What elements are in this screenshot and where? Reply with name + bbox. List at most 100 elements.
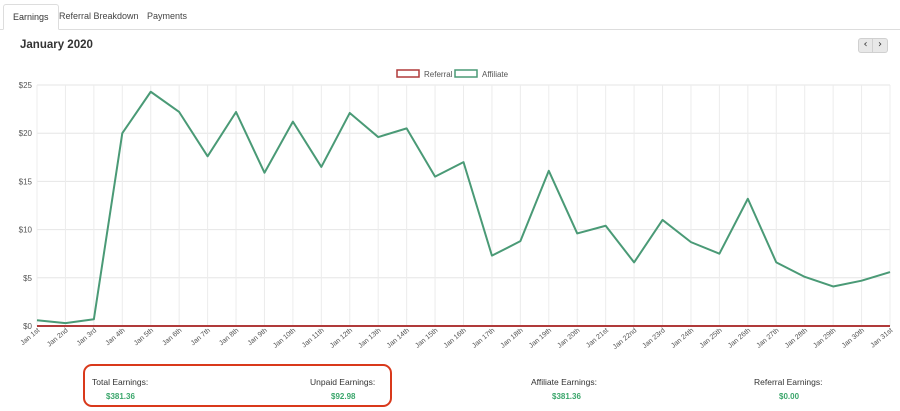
x-tick-label: Jan 5th [133,327,155,347]
previous-month-button[interactable]: ‹ [858,38,873,53]
data-point-affiliate [377,136,379,138]
data-point-referral [519,325,521,327]
data-point-referral [548,325,550,327]
x-tick-label: Jan 14th [386,327,411,350]
y-tick-label: $20 [19,129,33,138]
affiliate-earnings-value: $381.36 [552,392,581,401]
data-point-affiliate [832,285,834,287]
legend-swatch-referral [396,69,420,78]
x-tick-label: Jan 4th [104,327,126,347]
x-tick-label: Jan 9th [247,327,269,347]
data-point-referral [292,325,294,327]
y-tick-label: $10 [19,226,33,235]
data-point-referral [64,325,66,327]
x-tick-label: Jan 21st [585,327,610,349]
x-tick-label: Jan 17th [471,327,496,350]
data-point-affiliate [889,271,891,273]
x-tick-label: Jan 13th [357,327,382,350]
x-tick-label: Jan 12th [329,327,354,350]
data-point-affiliate [690,241,692,243]
chevron-left-icon: ‹ [863,39,868,50]
x-tick-label: Jan 18th [500,327,525,350]
x-tick-label: Jan 2nd [46,327,70,348]
data-point-referral [235,325,237,327]
tab-payments[interactable]: Payments [147,11,188,21]
data-point-referral [747,325,749,327]
x-tick-label: Jan 25th [699,327,724,350]
next-month-button[interactable]: › [873,38,888,53]
data-point-affiliate [491,254,493,256]
data-point-affiliate [718,253,720,255]
x-tick-label: Jan 19th [528,327,553,350]
x-tick-label: Jan 30th [841,327,866,350]
data-point-affiliate [775,261,777,263]
data-point-affiliate [235,111,237,113]
data-point-affiliate [64,322,66,324]
data-point-affiliate [263,172,265,174]
data-point-referral [889,325,891,327]
tab-referral-breakdown[interactable]: Referral Breakdown [59,11,139,21]
unpaid-earnings-label: Unpaid Earnings: [310,377,376,387]
data-point-referral [690,325,692,327]
month-navigation: ‹ › [858,38,888,53]
data-point-affiliate [747,198,749,200]
data-point-affiliate [576,232,578,234]
tab-earnings[interactable]: Earnings [3,4,59,30]
data-point-affiliate [604,225,606,227]
data-point-affiliate [121,132,123,134]
chevron-right-icon: › [878,39,882,50]
y-tick-label: $25 [19,81,33,90]
x-tick-label: Jan 22nd [612,327,639,351]
tab-bar: Earnings Referral Breakdown Payments [0,0,900,30]
x-tick-label: Jan 10th [272,327,297,350]
y-tick-label: $5 [23,274,32,283]
data-point-affiliate [36,319,38,321]
x-tick-label: Jan 11th [301,327,326,349]
x-tick-label: Jan 20th [556,327,581,350]
data-point-referral [604,325,606,327]
data-point-affiliate [661,219,663,221]
referral-earnings-value: $0.00 [779,392,800,401]
data-point-affiliate [548,170,550,172]
total-earnings-label: Total Earnings: [92,377,149,387]
data-point-referral [93,325,95,327]
legend-swatch-affiliate [454,69,478,78]
x-tick-label: Jan 7th [190,327,212,347]
series-line-affiliate [36,90,891,325]
data-point-affiliate [206,155,208,157]
data-point-referral [661,325,663,327]
x-tick-label: Jan 31st [870,327,895,349]
x-tick-label: Jan 15th [414,327,439,350]
data-point-affiliate [320,166,322,168]
x-tick-label: Jan 16th [443,327,468,350]
data-point-referral [633,325,635,327]
data-point-referral [462,325,464,327]
data-point-referral [718,325,720,327]
data-point-referral [832,325,834,327]
data-point-affiliate [462,161,464,163]
data-point-affiliate [178,111,180,113]
data-point-referral [349,325,351,327]
unpaid-earnings-value: $92.98 [331,392,356,401]
data-point-referral [576,325,578,327]
data-point-referral [491,325,493,327]
x-tick-label: Jan 26th [727,327,752,350]
data-point-referral [150,325,152,327]
x-tick-label: Jan 8th [218,327,240,347]
total-earnings-value: $381.36 [106,392,135,401]
x-tick-label: Jan 29th [812,327,837,350]
x-tick-label: Jan 24th [670,327,695,350]
data-point-referral [860,325,862,327]
x-tick-label: Jan 27th [755,327,780,350]
data-point-affiliate [405,127,407,129]
data-point-affiliate [292,120,294,122]
data-point-affiliate [633,261,635,263]
data-point-referral [405,325,407,327]
data-point-referral [121,325,123,327]
legend-label-affiliate: Affiliate [482,70,509,79]
data-point-affiliate [804,276,806,278]
data-point-referral [775,325,777,327]
data-point-affiliate [434,175,436,177]
data-point-referral [36,325,38,327]
data-point-referral [206,325,208,327]
